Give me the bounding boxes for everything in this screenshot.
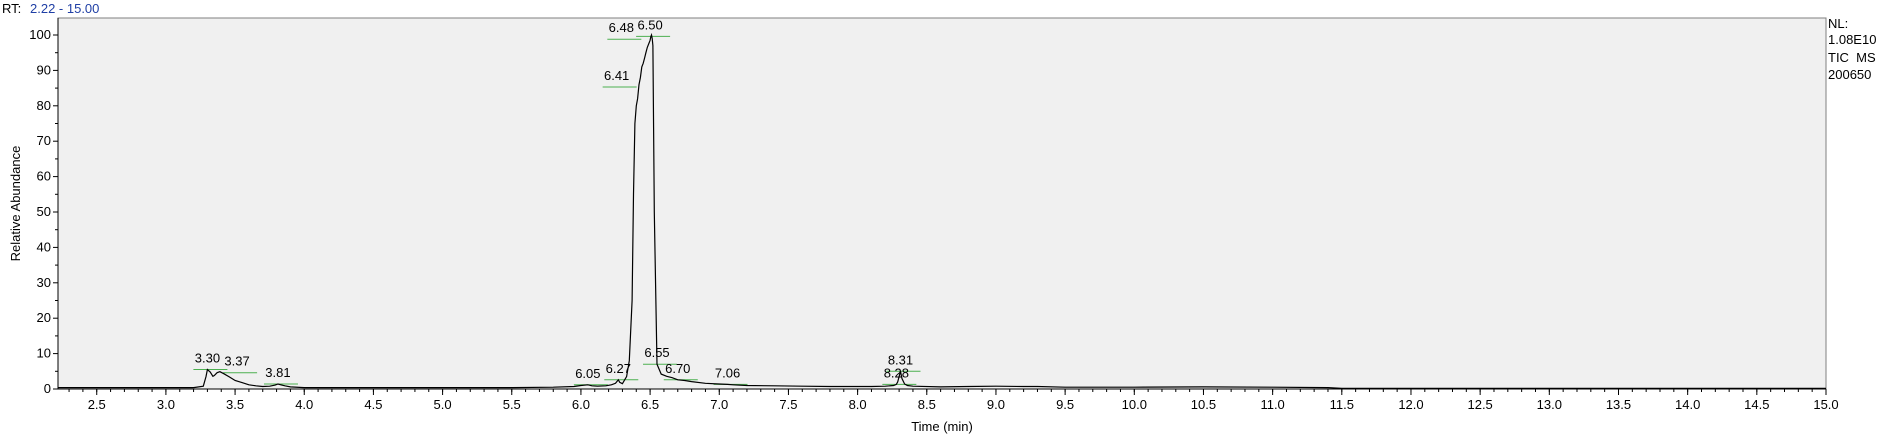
x-tick-label: 11.5 bbox=[1330, 397, 1354, 412]
x-tick-label: 2.5 bbox=[88, 397, 106, 412]
x-axis: 2.5 3.0 3.5 4.0 4.5 5.0 5.5 6.0 6.5 7.0 7.5 8.0 8.5 9… bbox=[58, 388, 1839, 412]
peak-label: 6.48 bbox=[609, 20, 634, 35]
x-tick-label: 3.5 bbox=[226, 397, 244, 412]
y-tick-label: 20 bbox=[37, 310, 51, 325]
y-tick-label: 80 bbox=[37, 98, 51, 113]
x-axis-title: Time (min) bbox=[911, 419, 973, 434]
y-tick-label: 100 bbox=[29, 27, 51, 42]
peak-label: 6.50 bbox=[637, 17, 662, 32]
y-tick-label: 50 bbox=[37, 204, 51, 219]
y-tick-label: 60 bbox=[37, 169, 51, 184]
x-tick-label: 13.5 bbox=[1606, 397, 1631, 412]
peak-label: 6.41 bbox=[604, 68, 629, 83]
peak-label: 3.30 bbox=[195, 351, 220, 366]
y-tick-label: 0 bbox=[44, 381, 51, 396]
y-tick-label: 70 bbox=[37, 133, 51, 148]
x-tick-label: 5.5 bbox=[503, 397, 521, 412]
y-tick-label: 30 bbox=[37, 275, 51, 290]
x-tick-label: 10.0 bbox=[1122, 397, 1147, 412]
x-tick-label: 14.0 bbox=[1675, 397, 1700, 412]
x-tick-label: 9.0 bbox=[987, 397, 1005, 412]
x-tick-label: 4.5 bbox=[364, 397, 382, 412]
peak-label: 6.05 bbox=[575, 366, 600, 381]
peak-label: 8.28 bbox=[884, 365, 909, 380]
rt-range-value: 2.22 - 15.00 bbox=[30, 1, 99, 16]
peak-label: 3.81 bbox=[265, 365, 290, 380]
peak-label: 6.27 bbox=[606, 361, 631, 376]
x-tick-label: 5.0 bbox=[434, 397, 452, 412]
tic-trace-line bbox=[58, 32, 1826, 389]
x-tick-label: 9.5 bbox=[1056, 397, 1074, 412]
x-tick-label: 14.5 bbox=[1744, 397, 1769, 412]
x-tick-label: 6.0 bbox=[572, 397, 590, 412]
x-tick-label: 3.0 bbox=[157, 397, 175, 412]
x-tick-label: 7.5 bbox=[779, 397, 797, 412]
peak-label: 3.37 bbox=[224, 354, 249, 369]
y-tick-label: 90 bbox=[37, 62, 51, 77]
x-tick-label: 12.5 bbox=[1467, 397, 1492, 412]
nl-value: 1.08E10 bbox=[1828, 32, 1876, 47]
y-tick-label: 10 bbox=[37, 346, 51, 361]
sample-id: 200650 bbox=[1828, 67, 1871, 82]
y-tick-label: 40 bbox=[37, 239, 51, 254]
nl-label: NL: bbox=[1828, 16, 1848, 31]
peak-label: 6.55 bbox=[644, 345, 669, 360]
x-tick-label: 7.0 bbox=[710, 397, 728, 412]
x-tick-label: 12.0 bbox=[1398, 397, 1423, 412]
peak-label: 6.70 bbox=[665, 361, 690, 376]
peak-labels: 3.30 3.37 3.81 6.05 6.27 6.41 6.48 6.50 6.556.70… bbox=[195, 17, 913, 380]
x-tick-label: 6.5 bbox=[641, 397, 659, 412]
x-tick-label: 8.5 bbox=[918, 397, 936, 412]
scan-type: TIC MS bbox=[1828, 50, 1876, 65]
x-tick-label: 15.0 bbox=[1813, 397, 1838, 412]
x-tick-label: 13.0 bbox=[1537, 397, 1562, 412]
peak-label: 8.31 bbox=[888, 352, 913, 367]
plot-area bbox=[57, 17, 1827, 390]
peak-label: 7.06 bbox=[715, 365, 740, 380]
x-tick-label: 4.0 bbox=[295, 397, 313, 412]
x-tick-label: 10.5 bbox=[1191, 397, 1216, 412]
y-axis: 0 10 20 30 40 50 60 70 80 90 100 bbox=[29, 18, 59, 396]
x-tick-label: 8.0 bbox=[849, 397, 867, 412]
x-tick-label: 11.0 bbox=[1260, 397, 1284, 412]
rt-label: RT: bbox=[2, 1, 21, 16]
y-axis-title: Relative Abundance bbox=[8, 146, 23, 262]
